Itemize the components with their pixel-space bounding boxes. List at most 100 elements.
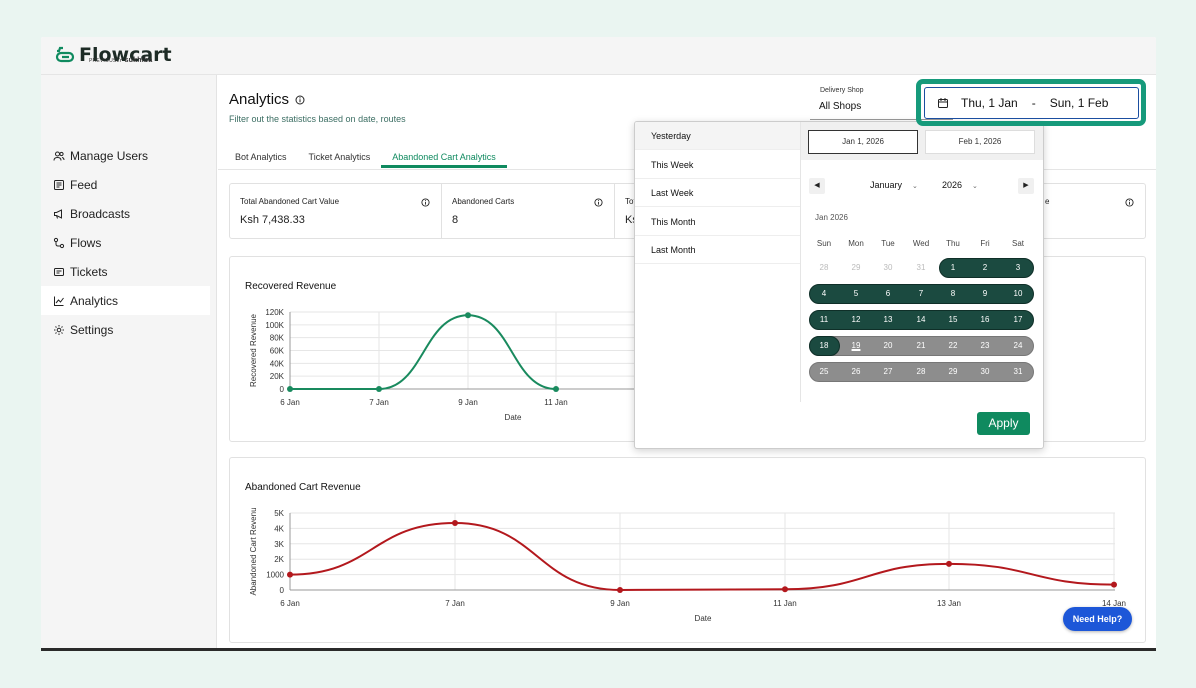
next-month-button[interactable]: ▶ <box>1018 178 1034 194</box>
y-tick-label: 0 <box>280 385 285 394</box>
series-line <box>289 522 1115 592</box>
date-range-end: Sun, 1 Feb <box>1049 96 1109 110</box>
end-date-input[interactable]: Feb 1, 2026 <box>925 130 1035 154</box>
prev-month-button[interactable]: ◀ <box>809 178 825 194</box>
calendar-day[interactable]: 29 <box>851 263 861 272</box>
preset-last-month[interactable]: Last Month <box>635 236 800 264</box>
y-tick-label: 3K <box>274 540 284 549</box>
info-icon[interactable] <box>421 198 430 207</box>
calendar-day[interactable]: 28 <box>916 367 926 376</box>
tab-ticket-analytics[interactable]: Ticket Analytics <box>308 152 371 162</box>
preset-yesterday[interactable]: Yesterday <box>635 122 800 150</box>
data-point <box>287 571 293 578</box>
calendar-day[interactable]: 1 <box>950 263 956 272</box>
tab-abandoned-cart-analytics[interactable]: Abandoned Cart Analytics <box>381 146 507 168</box>
sidebar-item-label: Flows <box>70 235 102 250</box>
bottom-strip <box>41 648 1156 651</box>
info-icon[interactable] <box>295 95 305 105</box>
info-icon[interactable] <box>594 198 603 207</box>
calendar-day[interactable]: 11 <box>819 315 829 324</box>
ticket-icon <box>54 267 64 276</box>
flows-icon <box>53 237 65 248</box>
preset-this-week[interactable]: This Week <box>635 151 800 179</box>
preset-this-month[interactable]: This Month <box>635 208 800 236</box>
x-tick-label: 11 Jan <box>773 599 796 608</box>
weekday-label: Sun <box>816 239 832 248</box>
month-select-value: January <box>870 180 903 190</box>
page-title: Analytics <box>229 91 305 108</box>
calendar-day[interactable]: 25 <box>819 367 829 376</box>
logo-sub-prefix: PREVIOUSLY <box>89 58 123 64</box>
calendar-day[interactable]: 4 <box>821 289 827 298</box>
calendar-day[interactable]: 2 <box>982 263 988 272</box>
date-range-button[interactable]: Thu, 1 Jan - Sun, 1 Feb <box>924 87 1139 119</box>
calendar-day[interactable]: 6 <box>885 289 891 298</box>
date-range-separator: - <box>1031 96 1036 110</box>
year-select[interactable]: 2026 ⌄ <box>942 180 978 190</box>
calendar-day[interactable]: 10 <box>1013 289 1023 298</box>
x-tick-label: 6 Jan <box>280 599 300 608</box>
sidebar-item-manage-users[interactable]: Manage Users <box>41 141 210 170</box>
users-icon <box>53 151 65 161</box>
calendar-day[interactable]: 22 <box>948 341 958 350</box>
logo-text: Flowcart <box>79 44 172 66</box>
calendar-day[interactable]: 21 <box>916 341 926 350</box>
x-axis-label: Date <box>505 413 522 422</box>
logo[interactable]: Flowcart <box>54 45 172 67</box>
need-help-button[interactable]: Need Help? <box>1063 607 1132 631</box>
calendar-day[interactable]: 20 <box>883 341 893 350</box>
sidebar-item-feed[interactable]: Feed <box>41 170 210 199</box>
calendar-day[interactable]: 26 <box>851 367 861 376</box>
calendar-day[interactable]: 17 <box>1013 315 1023 324</box>
calendar-day[interactable]: 19 <box>851 341 861 350</box>
x-tick-label: 11 Jan <box>544 398 567 407</box>
sidebar-item-broadcasts[interactable]: Broadcasts <box>41 199 210 228</box>
calendar-day[interactable]: 31 <box>1013 367 1023 376</box>
sidebar-item-tickets[interactable]: Tickets <box>41 257 210 286</box>
sidebar-item-analytics[interactable]: Analytics <box>41 286 210 315</box>
tab-bot-analytics[interactable]: Bot Analytics <box>235 152 287 162</box>
calendar-day[interactable]: 5 <box>853 289 859 298</box>
calendar-day[interactable]: 18 <box>819 341 829 350</box>
y-axis-label: Abandoned Cart Revenu <box>249 507 258 595</box>
calendar-day[interactable]: 30 <box>883 263 893 272</box>
abandoned-cart-revenue-panel: Abandoned Cart Revenue 0 1000 2K 3K 4K 5K 6 Ja… <box>229 457 1146 643</box>
x-tick-label: 13 Jan <box>937 599 961 608</box>
calendar-day[interactable]: 8 <box>950 289 956 298</box>
chevron-down-icon: ⌄ <box>972 183 978 190</box>
calendar-day[interactable]: 30 <box>980 367 990 376</box>
apply-button[interactable]: Apply <box>977 412 1030 435</box>
recovered-revenue-chart: 0 20K 40K 60K 80K 100K 120K 6 Jan 7 Jan 9 Jan 11 J… <box>249 308 650 422</box>
calendar-day[interactable]: 9 <box>982 289 988 298</box>
sidebar-item-flows[interactable]: Flows <box>41 228 210 257</box>
sidebar-item-label: Feed <box>70 177 98 192</box>
calendar-day[interactable]: 23 <box>980 341 990 350</box>
start-date-input[interactable]: Jan 1, 2026 <box>808 130 918 154</box>
calendar-day[interactable]: 15 <box>948 315 958 324</box>
calendar-day[interactable]: 13 <box>883 315 893 324</box>
calendar-day[interactable]: 12 <box>851 315 861 324</box>
calendar-day[interactable]: 31 <box>916 263 926 272</box>
calendar-day[interactable]: 27 <box>883 367 893 376</box>
calendar-day[interactable]: 14 <box>916 315 926 324</box>
calendar-day[interactable]: 16 <box>980 315 990 324</box>
calendar-day[interactable]: 7 <box>918 289 924 298</box>
range-highlight <box>939 258 1034 278</box>
calendar-day[interactable]: 28 <box>819 263 829 272</box>
chart-icon <box>54 296 64 306</box>
sidebar-item-settings[interactable]: Settings <box>41 315 210 344</box>
preset-last-week[interactable]: Last Week <box>635 179 800 207</box>
y-axis-label: Recovered Revenue <box>249 313 258 386</box>
sidebar-item-label: Broadcasts <box>70 206 131 221</box>
month-select[interactable]: January ⌄ <box>870 180 918 190</box>
megaphone-icon <box>54 208 62 219</box>
y-tick-label: 0 <box>280 586 285 595</box>
calendar-day[interactable]: 29 <box>948 367 958 376</box>
weekday-label: Fri <box>980 239 990 248</box>
x-tick-label: 7 Jan <box>445 599 465 608</box>
gear-icon <box>54 324 64 335</box>
info-icon[interactable] <box>1125 198 1134 207</box>
data-point <box>287 386 293 392</box>
calendar-day[interactable]: 24 <box>1013 341 1023 350</box>
calendar-day[interactable]: 3 <box>1015 263 1021 272</box>
